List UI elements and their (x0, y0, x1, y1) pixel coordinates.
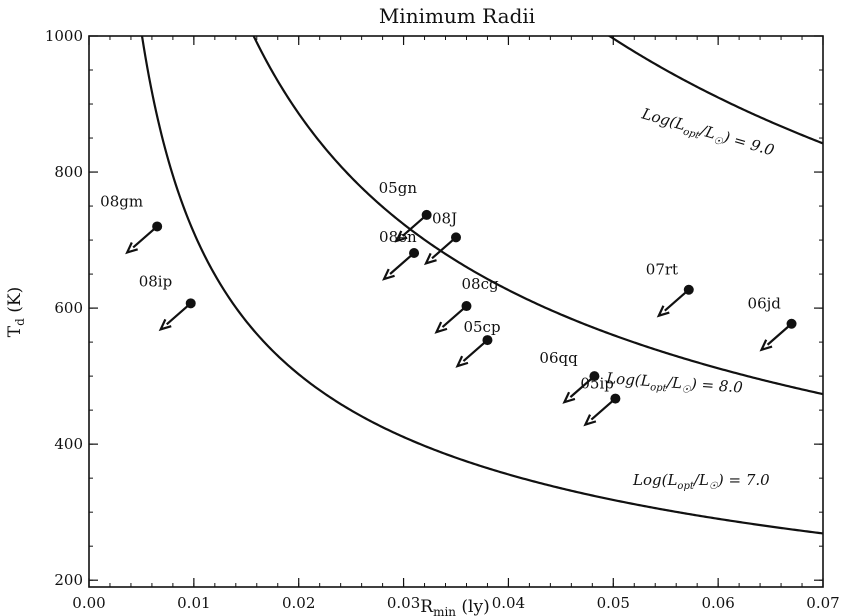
y-tick-label: 600 (54, 299, 83, 317)
upper-limit-arrow (431, 236, 457, 260)
y-tick-label: 200 (54, 571, 83, 589)
arrow-head (656, 305, 670, 318)
upper-limit-arrow (766, 322, 793, 346)
upper-limit-arrow (165, 302, 192, 326)
data-points: 08gm 08ip 05gn 08J 08en 08cg 05cp 07rt 06jd 06qq0… (100, 179, 797, 427)
plot-frame (88, 35, 824, 588)
data-point (451, 232, 461, 243)
point-label: 08J (432, 209, 457, 227)
upper-limit-arrow (401, 214, 428, 237)
y-tick-label: 1000 (45, 27, 83, 45)
x-tick-label: 0.01 (177, 594, 210, 612)
data-point (461, 301, 472, 312)
x-tick-label: 0.03 (387, 594, 420, 612)
point-label: 07rt (646, 261, 678, 279)
arrow-head (423, 252, 437, 266)
axis-ticks (88, 35, 824, 587)
luminosity-curve (607, 36, 823, 145)
x-tick-label: 0.02 (282, 594, 315, 612)
point-label: 08en (379, 228, 417, 246)
curve-label-8: Log(Lopt/L☉) = 8.0 (605, 369, 744, 400)
x-tick-label: 0.07 (806, 594, 839, 612)
upper-limit-arrow (590, 397, 617, 421)
data-point (152, 221, 163, 232)
arrow-head (158, 318, 172, 332)
arrow-head (382, 268, 395, 281)
point-label: 06qq (539, 349, 578, 367)
y-tick-label: 800 (54, 163, 83, 181)
arrow-head (394, 230, 408, 243)
data-point (482, 335, 493, 346)
point-label: 08ip (139, 272, 173, 290)
point-label: 05gn (379, 179, 418, 197)
data-point (589, 371, 600, 382)
luminosity-curve (140, 36, 823, 535)
upper-limit-arrow (389, 252, 415, 275)
data-point (683, 284, 694, 295)
upper-limit-arrow (462, 339, 489, 362)
data-point (185, 298, 196, 309)
curves (140, 36, 823, 535)
point-label: 06jd (748, 295, 782, 313)
x-tick-label: 0.00 (72, 594, 105, 612)
arrow-head (455, 355, 469, 368)
point-label: 08gm (100, 192, 143, 210)
curve-label-9: Log(Lopt/L☉) = 9.0 (638, 104, 777, 162)
x-axis-label: Rmin (ly) (420, 597, 489, 616)
arrow-head (562, 391, 576, 404)
upper-limit-arrow (569, 375, 596, 398)
axis-tick-labels: 0.00 0.01 0.02 0.03 0.04 0.05 0.06 0.07 200 400 60… (45, 27, 840, 612)
data-point (610, 393, 621, 404)
y-tick-label: 400 (54, 435, 83, 453)
arrow-head (125, 242, 139, 255)
data-point (786, 318, 797, 329)
upper-limit-arrow (132, 225, 158, 249)
data-point (409, 247, 420, 258)
y-axis-label: Td (K) (5, 287, 27, 337)
point-label: 05cp (463, 318, 500, 336)
luminosity-curve (252, 36, 823, 396)
upper-limit-arrow (664, 288, 690, 312)
data-point (421, 209, 432, 220)
arrow-head (434, 321, 448, 334)
x-tick-label: 0.05 (597, 594, 630, 612)
curve-label-7: Log(Lopt/L☉) = 7.0 (632, 471, 770, 492)
point-label: 08cg (461, 275, 498, 293)
x-tick-label: 0.04 (492, 594, 525, 612)
arrow-head (583, 414, 597, 427)
upper-limit-arrow (441, 305, 468, 328)
arrow-head (759, 339, 773, 352)
point-label: 05ip (580, 375, 614, 393)
chart-title: Minimum Radii (379, 4, 535, 28)
x-tick-label: 0.06 (701, 594, 734, 612)
